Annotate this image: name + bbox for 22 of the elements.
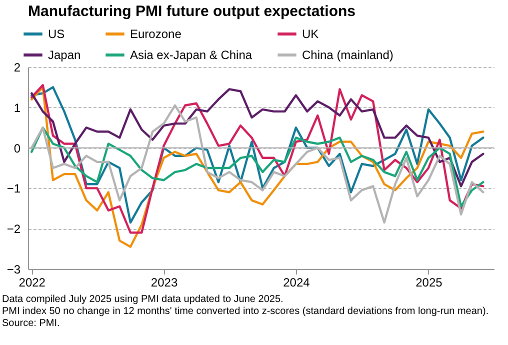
line-series [30, 126, 484, 208]
legend-label: Eurozone [130, 27, 182, 41]
text: Data compiled July 2025 using PMI data updated to June 2025. [2, 294, 284, 306]
y-tick-label: 1 [14, 100, 21, 115]
chart-title: Manufacturing PMI future output expectations [28, 3, 356, 20]
y-tick-label: −3 [6, 262, 21, 276]
x-tick-label: 2023 [150, 276, 178, 290]
text: PMI index 50 no change in 12 months' time converted into z-scores (standard deviations from long-run mean). [2, 306, 490, 318]
y-tick-label: 2 [14, 60, 21, 74]
legend-label: Asia ex-Japan & China [130, 48, 252, 62]
x-tick-label: 2024 [283, 276, 310, 290]
x-tick-label: 2025 [416, 276, 443, 290]
legend-label: UK [302, 27, 319, 41]
legend-label: US [48, 27, 65, 41]
y-tick-label: −1 [6, 182, 21, 196]
x-tick-label: 2022 [18, 276, 46, 290]
y-tick-label: 0 [14, 141, 21, 156]
y-tick-label: −2 [6, 222, 21, 236]
legend-label: Japan [48, 48, 81, 62]
legend-label: China (mainland) [302, 48, 394, 62]
source-note: Source: PMI. [2, 318, 61, 330]
line-series [30, 88, 484, 188]
